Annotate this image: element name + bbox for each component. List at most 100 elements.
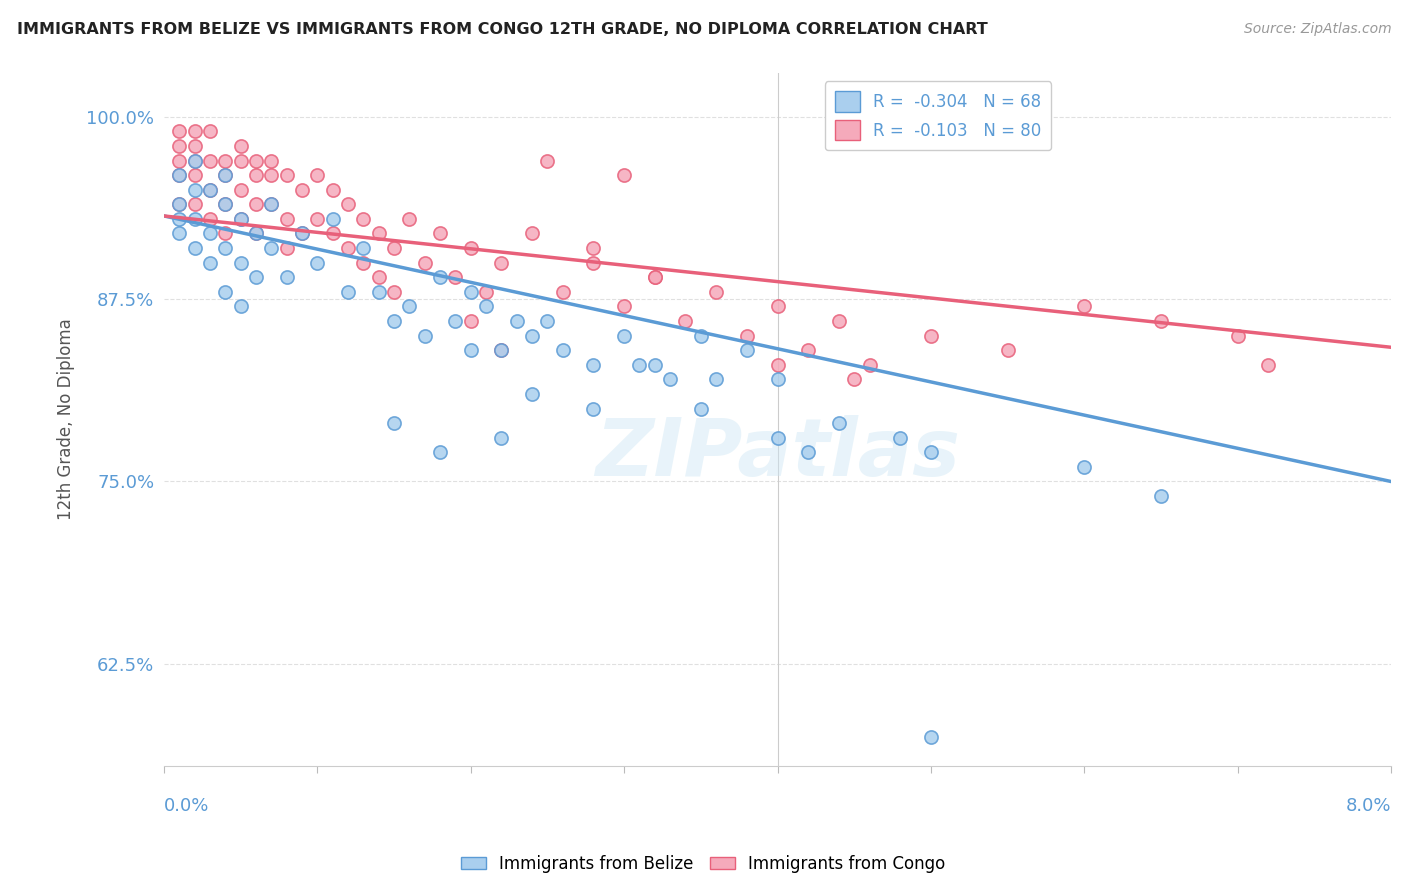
Point	[920, 328, 942, 343]
Point	[214, 168, 236, 182]
Point	[1073, 459, 1095, 474]
Point	[307, 168, 329, 182]
Point	[214, 153, 236, 168]
Point	[307, 255, 329, 269]
Point	[183, 124, 205, 138]
Point	[214, 197, 236, 211]
Point	[828, 416, 851, 430]
Point	[506, 314, 529, 328]
Point	[613, 300, 636, 314]
Point	[291, 227, 314, 241]
Point	[889, 431, 911, 445]
Point	[183, 139, 205, 153]
Point	[644, 358, 666, 372]
Point	[429, 270, 451, 285]
Point	[766, 358, 789, 372]
Point	[260, 168, 283, 182]
Point	[398, 300, 420, 314]
Point	[169, 227, 191, 241]
Point	[659, 372, 682, 386]
Point	[183, 153, 205, 168]
Point	[460, 343, 482, 358]
Point	[644, 270, 666, 285]
Point	[382, 314, 405, 328]
Point	[475, 285, 498, 299]
Point	[413, 328, 436, 343]
Point	[628, 358, 651, 372]
Point	[352, 211, 374, 226]
Point	[245, 227, 267, 241]
Point	[382, 241, 405, 255]
Point	[229, 255, 252, 269]
Point	[520, 328, 543, 343]
Point	[214, 285, 236, 299]
Point	[367, 227, 389, 241]
Point	[245, 153, 267, 168]
Point	[398, 211, 420, 226]
Point	[382, 416, 405, 430]
Text: 0.0%: 0.0%	[165, 797, 209, 814]
Point	[520, 387, 543, 401]
Legend: R =  -0.304   N = 68, R =  -0.103   N = 80: R = -0.304 N = 68, R = -0.103 N = 80	[825, 81, 1052, 151]
Point	[766, 300, 789, 314]
Point	[613, 328, 636, 343]
Point	[1257, 358, 1279, 372]
Point	[260, 241, 283, 255]
Point	[169, 197, 191, 211]
Point	[169, 139, 191, 153]
Point	[382, 285, 405, 299]
Point	[644, 270, 666, 285]
Point	[551, 285, 574, 299]
Point	[735, 343, 758, 358]
Point	[169, 197, 191, 211]
Point	[291, 227, 314, 241]
Point	[429, 227, 451, 241]
Point	[1150, 314, 1173, 328]
Point	[520, 227, 543, 241]
Point	[920, 730, 942, 744]
Point	[214, 241, 236, 255]
Point	[291, 183, 314, 197]
Point	[229, 153, 252, 168]
Point	[229, 211, 252, 226]
Point	[183, 211, 205, 226]
Point	[169, 211, 191, 226]
Point	[675, 314, 697, 328]
Point	[198, 255, 221, 269]
Point	[245, 270, 267, 285]
Point	[214, 227, 236, 241]
Point	[704, 285, 727, 299]
Point	[214, 197, 236, 211]
Point	[169, 124, 191, 138]
Point	[1226, 328, 1249, 343]
Point	[337, 285, 360, 299]
Text: Source: ZipAtlas.com: Source: ZipAtlas.com	[1244, 22, 1392, 37]
Point	[797, 445, 820, 459]
Point	[198, 124, 221, 138]
Point	[352, 241, 374, 255]
Point	[536, 153, 558, 168]
Point	[1073, 300, 1095, 314]
Point	[460, 241, 482, 255]
Point	[183, 153, 205, 168]
Point	[689, 328, 711, 343]
Point	[582, 241, 605, 255]
Point	[276, 270, 298, 285]
Point	[337, 241, 360, 255]
Point	[169, 153, 191, 168]
Point	[183, 197, 205, 211]
Point	[582, 401, 605, 416]
Point	[245, 197, 267, 211]
Point	[1150, 489, 1173, 503]
Point	[844, 372, 866, 386]
Point	[322, 183, 344, 197]
Text: ZIPatlas: ZIPatlas	[595, 415, 960, 493]
Point	[920, 445, 942, 459]
Legend: Immigrants from Belize, Immigrants from Congo: Immigrants from Belize, Immigrants from …	[454, 848, 952, 880]
Point	[260, 153, 283, 168]
Point	[613, 168, 636, 182]
Point	[475, 300, 498, 314]
Point	[536, 314, 558, 328]
Point	[183, 241, 205, 255]
Point	[276, 241, 298, 255]
